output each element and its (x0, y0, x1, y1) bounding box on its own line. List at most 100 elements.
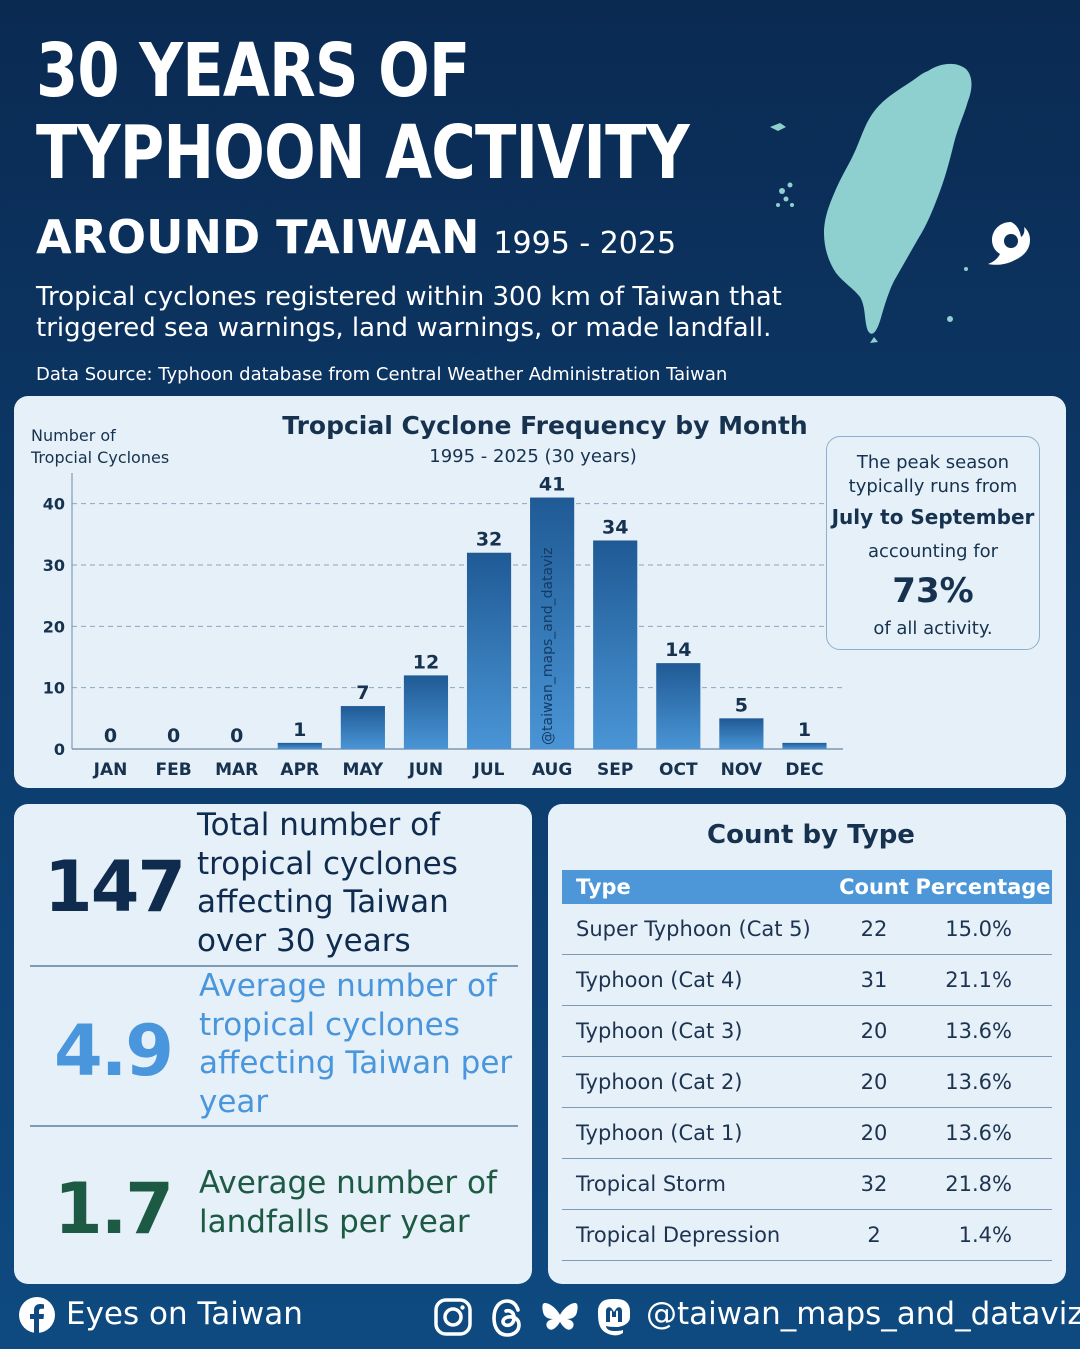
x-tick-label: DEC (785, 760, 823, 780)
y-tick-label: 10 (43, 679, 65, 698)
y-tick-label: 30 (43, 556, 65, 575)
table-row: Super Typhoon (Cat 5) 22 15.0% (562, 904, 1052, 955)
type-table-title: Count by Type (707, 820, 915, 850)
stats-panel (14, 804, 532, 1284)
stat-avg-text: Average number of tropical cyclones affe… (199, 968, 513, 1120)
taiwan-map-icon (770, 63, 972, 343)
footer-handle: @taiwan_maps_and_dataviz (646, 1296, 1080, 1332)
callout-line-1: The peak season typically runs from (848, 452, 1018, 497)
footer-page-name: Eyes on Taiwan (66, 1296, 303, 1332)
column-header-percentage: Percentage (914, 870, 1052, 904)
bar-aug (530, 497, 575, 749)
cell-percentage: 15.0% (914, 904, 1052, 955)
x-tick-label: AUG (532, 760, 572, 780)
column-header-type: Type (562, 870, 834, 904)
cell-count: 31 (834, 954, 914, 1006)
cell-percentage: 13.6% (914, 1056, 1052, 1108)
data-label-oct: 14 (665, 639, 691, 661)
y-tick-label: 40 (43, 495, 65, 514)
data-label-may: 7 (356, 682, 369, 704)
table-row: Typhoon (Cat 4) 31 21.1% (562, 954, 1052, 1006)
cell-percentage: 13.6% (914, 1005, 1052, 1057)
social-icons (434, 1298, 630, 1337)
data-label-feb: 0 (167, 725, 180, 747)
data-source: Data Source: Typhoon database from Centr… (36, 364, 728, 385)
cell-count: 32 (834, 1158, 914, 1210)
cell-count: 2 (834, 1209, 914, 1261)
data-label-dec: 1 (798, 719, 811, 741)
cell-type: Typhoon (Cat 4) (562, 954, 834, 1006)
cell-count: 20 (834, 1056, 914, 1108)
table-header-row: Type Count Percentage (562, 870, 1052, 904)
peak-season-callout: The peak season typically runs from July… (826, 436, 1040, 650)
table-row: Typhoon (Cat 2) 20 13.6% (562, 1056, 1052, 1108)
bar-jun (403, 675, 449, 749)
table-row: Tropical Storm 32 21.8% (562, 1158, 1052, 1210)
data-label-aug: 41 (539, 474, 565, 496)
bar-sep (593, 540, 638, 749)
y-axis-label: Number of Tropcial Cyclones (30, 426, 169, 467)
x-tick-label: SEP (597, 760, 633, 780)
cell-count: 20 (834, 1107, 914, 1159)
data-label-nov: 5 (735, 694, 748, 716)
data-label-mar: 0 (230, 725, 243, 747)
column-header-count: Count (834, 870, 914, 904)
facebook-icon[interactable] (18, 1296, 56, 1334)
x-tick-label: MAR (215, 760, 258, 780)
data-label-apr: 1 (293, 719, 306, 741)
x-tick-label: JAN (93, 760, 128, 780)
title-subtitle-row: AROUND TAIWAN 1995 - 2025 (36, 210, 676, 264)
title-years: 1995 - 2025 (493, 226, 677, 261)
cell-percentage: 21.1% (914, 954, 1052, 1006)
page-title: 30 YEARS OF TYPHOON ACTIVITY (36, 28, 690, 196)
stat-landfall-value: 1.7 (54, 1168, 174, 1250)
data-label-jul: 32 (476, 529, 502, 551)
chart-title: Tropcial Cyclone Frequency by Month (282, 411, 807, 440)
stat-total-text: Total number of tropical cyclones affect… (197, 807, 458, 959)
cell-type: Typhoon (Cat 2) (562, 1056, 834, 1108)
callout-percentage: 73% (892, 571, 974, 611)
title-line-1: 30 YEARS OF (36, 28, 470, 114)
title-line-2: TYPHOON ACTIVITY (36, 110, 690, 196)
bar-dec (782, 742, 827, 749)
cell-count: 20 (834, 1005, 914, 1057)
chart-watermark: @taiwan_maps_and_dataviz (540, 547, 556, 745)
x-tick-label: JUL (473, 760, 505, 780)
bar-apr (277, 742, 322, 749)
table-row: Tropical Depression 2 1.4% (562, 1209, 1052, 1261)
bar-jul (466, 552, 512, 749)
cell-percentage: 1.4% (914, 1209, 1052, 1261)
x-tick-label: JUN (408, 760, 443, 780)
stats-divider (30, 965, 518, 967)
x-tick-label: MAY (342, 760, 383, 780)
cell-percentage: 13.6% (914, 1107, 1052, 1159)
bluesky-icon[interactable] (542, 1303, 578, 1330)
bar-oct (656, 663, 701, 749)
x-tick-label: OCT (659, 760, 698, 780)
typhoon-icon (988, 222, 1030, 265)
cell-count: 22 (834, 904, 914, 955)
table-row: Typhoon (Cat 1) 20 13.6% (562, 1107, 1052, 1159)
callout-line-5: of all activity. (873, 618, 993, 639)
cell-type: Tropical Depression (562, 1209, 834, 1261)
instagram-icon[interactable] (434, 1298, 472, 1336)
bar-nov (719, 718, 764, 749)
table-row: Typhoon (Cat 3) 20 13.6% (562, 1005, 1052, 1057)
threads-icon[interactable] (492, 1299, 521, 1337)
stat-avg-value: 4.9 (54, 1010, 174, 1092)
stat-total-value: 147 (44, 846, 186, 928)
monthly-bar-chart: Tropcial Cyclone Frequency by Month 1995… (30, 411, 843, 780)
x-tick-label: NOV (721, 760, 763, 780)
data-label-sep: 34 (602, 516, 628, 538)
bar-may (340, 706, 385, 749)
description: Tropical cyclones registered within 300 … (36, 282, 782, 343)
x-tick-label: FEB (156, 760, 192, 780)
mastodon-icon[interactable] (598, 1299, 630, 1336)
y-tick-label: 20 (43, 617, 65, 636)
cell-type: Typhoon (Cat 1) (562, 1107, 834, 1159)
stats-divider (30, 1125, 518, 1127)
cell-percentage: 21.8% (914, 1158, 1052, 1210)
cell-type: Tropical Storm (562, 1158, 834, 1210)
callout-peak-months: July to September (831, 505, 1035, 529)
cell-type: Super Typhoon (Cat 5) (562, 904, 834, 955)
